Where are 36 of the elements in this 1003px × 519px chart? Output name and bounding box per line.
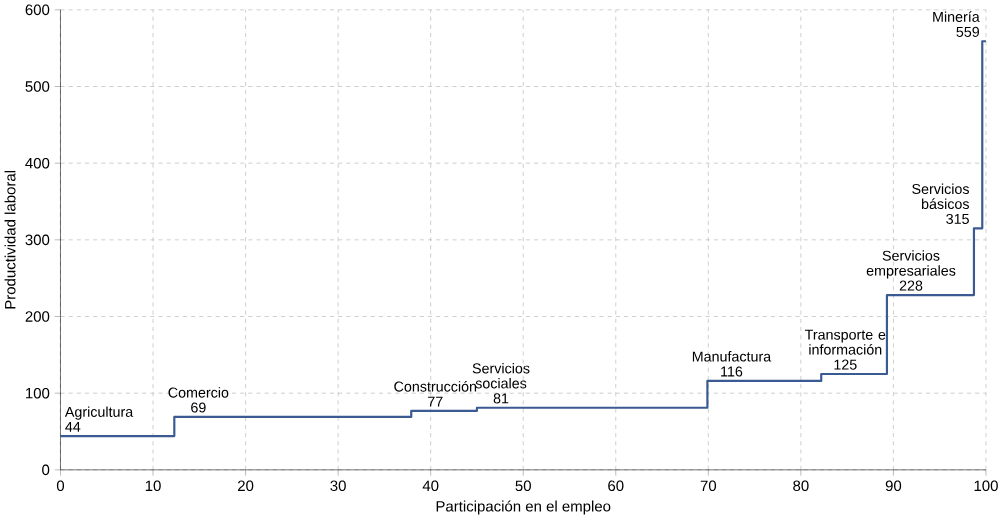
data-label: 125 <box>834 359 857 370</box>
x-tick-label: 0 <box>56 480 65 492</box>
annotation: Servicios empresariales <box>866 250 956 279</box>
annotation: Manufactura <box>692 351 772 362</box>
x-tick-label: 40 <box>422 480 439 492</box>
x-tick-label: 60 <box>608 480 624 492</box>
y-tick-label: 400 <box>25 157 50 169</box>
data-label: 69 <box>191 402 206 413</box>
data-label: 559 <box>956 26 980 37</box>
x-tick-label: 30 <box>330 480 346 492</box>
annotation: Agricultura <box>64 406 134 420</box>
x-tick-label: 80 <box>793 480 809 492</box>
data-label: 77 <box>428 396 443 407</box>
y-tick-label: 0 <box>42 464 50 476</box>
y-tick-label: 100 <box>26 387 50 399</box>
data-label: 44 <box>65 421 81 432</box>
x-axis-title: Participación en el empleo <box>436 500 611 515</box>
y-tick-label: 200 <box>25 311 50 322</box>
x-tick-label: 10 <box>145 480 161 492</box>
y-tick-label: 500 <box>25 81 50 92</box>
x-tick-label: 90 <box>885 480 902 492</box>
x-tick-label: 100 <box>974 480 998 492</box>
annotation: Minería <box>933 11 980 22</box>
y-tick-label: 300 <box>25 234 50 246</box>
data-label: 116 <box>721 366 743 377</box>
annotation: Transporte e información <box>804 329 886 355</box>
data-label: 228 <box>899 280 923 291</box>
annotation: Servicios básicos <box>912 183 969 209</box>
x-tick-label: 20 <box>238 480 254 492</box>
y-axis-title: Productividad laboral <box>4 170 16 309</box>
x-tick-label: 70 <box>700 480 717 492</box>
x-tick-label: 50 <box>515 480 531 492</box>
data-label: 81 <box>493 393 509 404</box>
data-label: 315 <box>946 213 969 224</box>
annotation: Comercio <box>168 387 229 398</box>
y-tick-label: 600 <box>25 4 50 16</box>
